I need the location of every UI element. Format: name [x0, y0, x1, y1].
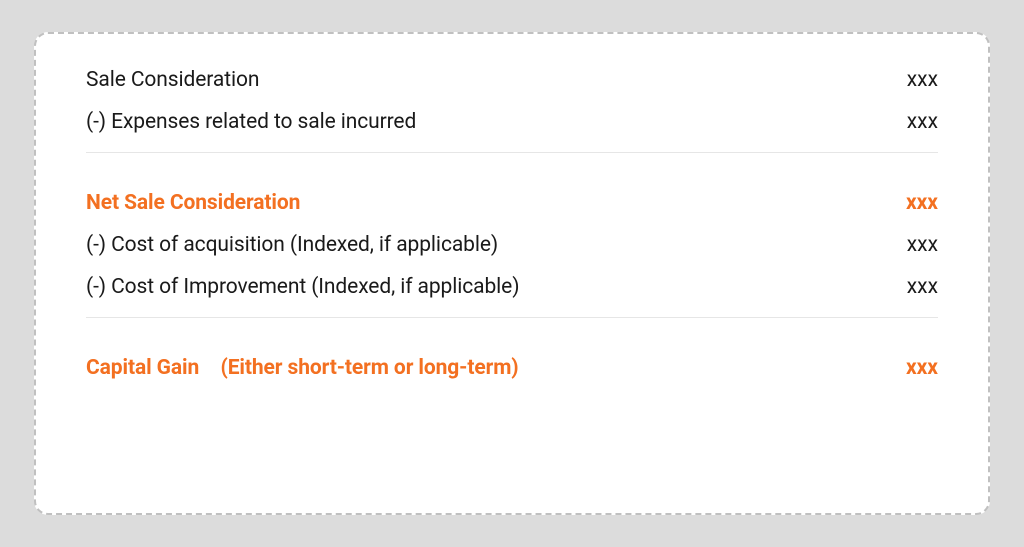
section-net-sale: Net Sale Consideration xxx (-) Cost of a…: [86, 191, 938, 299]
section-capital-gain: Capital Gain (Either short-term or long-…: [86, 356, 938, 380]
divider-2: [86, 317, 938, 318]
label-expenses: (-) Expenses related to sale incurred: [86, 110, 416, 134]
value-net-sale-consideration: xxx: [906, 191, 938, 215]
row-expenses: (-) Expenses related to sale incurred xx…: [86, 110, 938, 134]
value-capital-gain: xxx: [906, 356, 938, 380]
row-net-sale-consideration: Net Sale Consideration xxx: [86, 191, 938, 215]
label-net-sale-consideration: Net Sale Consideration: [86, 191, 300, 215]
value-cost-improvement: xxx: [907, 275, 938, 299]
row-cost-improvement: (-) Cost of Improvement (Indexed, if app…: [86, 275, 938, 299]
label-cost-acquisition: (-) Cost of acquisition (Indexed, if app…: [86, 233, 498, 257]
row-cost-acquisition: (-) Cost of acquisition (Indexed, if app…: [86, 233, 938, 257]
row-sale-consideration: Sale Consideration xxx: [86, 68, 938, 92]
label-sale-consideration: Sale Consideration: [86, 68, 259, 92]
row-capital-gain: Capital Gain (Either short-term or long-…: [86, 356, 938, 380]
value-expenses: xxx: [907, 110, 938, 134]
label-cost-improvement: (-) Cost of Improvement (Indexed, if app…: [86, 275, 519, 299]
divider-1: [86, 152, 938, 153]
calculation-card: Sale Consideration xxx (-) Expenses rela…: [34, 32, 990, 515]
value-cost-acquisition: xxx: [907, 233, 938, 257]
section-sale: Sale Consideration xxx (-) Expenses rela…: [86, 68, 938, 134]
value-sale-consideration: xxx: [907, 68, 938, 92]
label-capital-gain: Capital Gain (Either short-term or long-…: [86, 356, 519, 380]
